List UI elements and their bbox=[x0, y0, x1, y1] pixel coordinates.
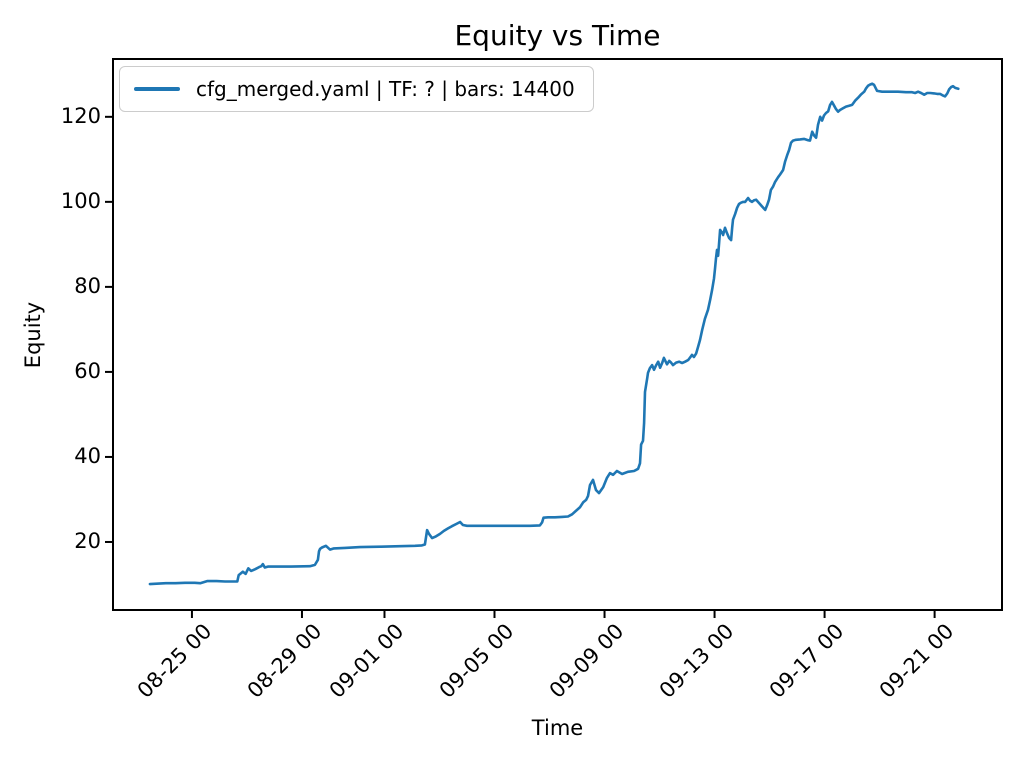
y-tick-label: 60 bbox=[74, 359, 101, 384]
legend-entry-label: cfg_merged.yaml | TF: ? | bars: 14400 bbox=[196, 77, 575, 101]
axes-frame bbox=[112, 58, 1003, 611]
chart-title: Equity vs Time bbox=[454, 19, 661, 52]
legend: cfg_merged.yaml | TF: ? | bars: 14400 bbox=[119, 66, 594, 112]
y-tick-label: 80 bbox=[74, 274, 101, 299]
y-tick-label: 40 bbox=[74, 444, 101, 469]
y-tick-label: 100 bbox=[60, 189, 101, 214]
equity-line-series bbox=[148, 82, 960, 586]
tick-marks bbox=[105, 115, 936, 618]
legend-line-sample-icon bbox=[134, 87, 180, 91]
x-axis-label: Time bbox=[531, 716, 584, 740]
y-tick-label: 120 bbox=[60, 104, 101, 129]
y-axis-label: Equity bbox=[21, 301, 45, 369]
y-tick-label: 20 bbox=[74, 529, 101, 554]
